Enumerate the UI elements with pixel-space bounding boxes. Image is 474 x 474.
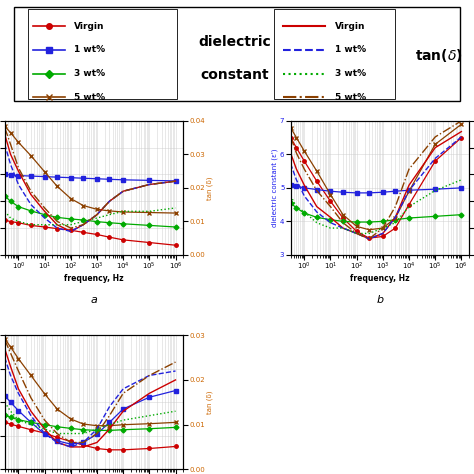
Y-axis label: tan (δ): tan (δ) xyxy=(207,391,213,414)
Y-axis label: dielectric constant (ε'): dielectric constant (ε') xyxy=(272,149,278,227)
Text: 1 wt%: 1 wt% xyxy=(335,46,365,55)
Text: constant: constant xyxy=(201,68,269,82)
Text: Virgin: Virgin xyxy=(335,22,365,31)
Text: dielectric: dielectric xyxy=(198,35,271,49)
Text: 5 wt%: 5 wt% xyxy=(335,92,365,101)
Bar xyxy=(274,9,395,99)
X-axis label: frequency, Hz: frequency, Hz xyxy=(64,274,124,283)
Text: tan($\delta$): tan($\delta$) xyxy=(415,47,463,64)
Text: b: b xyxy=(376,295,383,305)
Bar xyxy=(28,9,177,99)
Text: a: a xyxy=(91,295,98,305)
Text: 1 wt%: 1 wt% xyxy=(74,46,106,55)
Y-axis label: tan (δ): tan (δ) xyxy=(207,176,213,200)
Text: 5 wt%: 5 wt% xyxy=(74,92,106,101)
Text: Virgin: Virgin xyxy=(74,22,105,31)
Text: 3 wt%: 3 wt% xyxy=(335,69,365,78)
X-axis label: frequency, Hz: frequency, Hz xyxy=(350,274,410,283)
Text: 3 wt%: 3 wt% xyxy=(74,69,106,78)
